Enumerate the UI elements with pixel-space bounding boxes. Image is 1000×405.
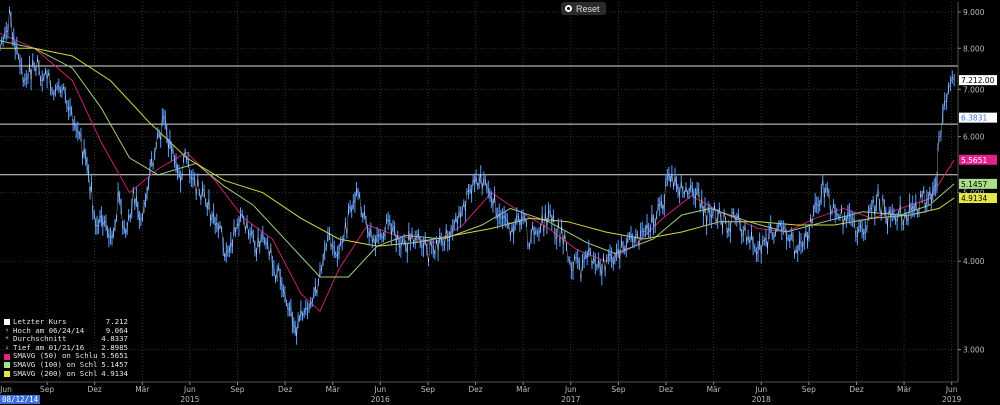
year-label: 2018: [752, 395, 771, 404]
sma-line: [0, 40, 955, 278]
grid-lines: [0, 2, 958, 382]
legend-value: 5.5651: [101, 351, 128, 361]
year-label: 2015: [180, 395, 199, 404]
value-label-box: [959, 112, 997, 123]
legend-label: SMAVG (200) on Schluss: [13, 369, 98, 378]
legend-label: Tief am 01/21/16: [13, 343, 85, 352]
x-tick-label: Dez: [659, 385, 673, 394]
legend-value: 4.9134: [101, 368, 128, 378]
price-line: [0, 9, 955, 336]
year-label: 2016: [371, 395, 390, 404]
legend-value: 7.212: [105, 317, 128, 326]
reset-button[interactable]: Reset: [561, 2, 606, 15]
legend-label: SMAVG (50) on Schluss: [13, 352, 99, 361]
x-tick-label: Dez: [278, 385, 292, 394]
reset-button-label: Reset: [576, 3, 600, 14]
sma-line: [0, 32, 955, 313]
value-label-text: 4.9134: [961, 194, 987, 203]
legend-value: 5.1457: [101, 359, 128, 369]
x-tick-label: Mär: [707, 385, 722, 394]
x-tick-label: Dez: [849, 385, 863, 394]
x-tick-label: Sep: [40, 385, 54, 394]
legend-row: + Durchschnitt 4.8337: [4, 335, 128, 344]
value-label-box: [959, 75, 997, 86]
x-tick-label: Sep: [421, 385, 435, 394]
arrow-up-icon: ↑: [5, 326, 9, 334]
y-tick-label: 7.000: [963, 85, 985, 94]
legend-label: Letzter Kurs: [13, 318, 67, 326]
y-tick-label: 8.000: [963, 44, 985, 53]
right-value-labels: 7.212.00 6.3831 5.5651 5.1457 4.9134: [959, 75, 997, 204]
year-label: 2019: [942, 395, 961, 404]
legend-row: SMAVG (200) on Schluss4.9134: [4, 368, 128, 379]
legend-swatch-icon: [4, 370, 10, 377]
value-label-text: 6.3831: [961, 114, 987, 123]
reset-icon: [565, 5, 572, 12]
x-tick-label: Jun: [564, 385, 577, 394]
legend-label: Hoch am 06/24/14: [13, 326, 85, 335]
horizontal-levels: [0, 65, 958, 176]
y-tick-label: 4.000: [963, 257, 985, 266]
cursor-date: 08/12/14: [0, 395, 41, 404]
plus-icon: +: [5, 335, 9, 343]
legend-value: 2.8985: [101, 342, 128, 352]
legend-row: ↓ Tief am 01/21/16 2.8985: [4, 342, 128, 353]
legend-label: SMAVG (100) on Schluss: [13, 360, 98, 369]
x-tick-label: Mär: [135, 385, 150, 394]
legend: Letzter Kurs 7.212 ↑ Hoch am 06/24/14 9.064 +…: [4, 317, 128, 379]
x-tick-label: Sep: [230, 385, 244, 394]
price-bars: [0, 6, 955, 345]
x-tick-label: Sep: [802, 385, 816, 394]
x-tick-label: Jun: [373, 385, 386, 394]
legend-row: ↑ Hoch am 06/24/14 9.064: [4, 325, 128, 336]
x-tick-label: Mär: [326, 385, 341, 394]
value-label-text: 7.212.00: [961, 76, 995, 85]
x-tick-label: Mär: [516, 385, 531, 394]
value-label-text: 5.5651: [961, 156, 987, 165]
price-series: [0, 6, 955, 345]
y-tick-label: 3.000: [963, 346, 985, 355]
moving-averages: [0, 32, 955, 313]
legend-value: 9.064: [105, 325, 128, 335]
x-tick-label: Dez: [468, 385, 482, 394]
legend-value: 4.8337: [101, 334, 128, 344]
y-tick-label: 9.000: [963, 8, 985, 17]
x-tick-label: Jun: [754, 385, 767, 394]
x-tick-label: Jun: [945, 385, 958, 394]
value-label-text: 5.1457: [961, 180, 987, 189]
x-tick-label: Jun: [0, 385, 12, 394]
value-label-box: [959, 154, 997, 165]
legend-row: SMAVG (50) on Schluss 5.5651: [4, 352, 128, 361]
x-tick-label: Mär: [897, 385, 912, 394]
value-label-box: [959, 193, 997, 204]
x-tick-label: Dez: [87, 385, 101, 394]
value-label-box: [959, 178, 997, 189]
arrow-down-icon: ↓: [5, 343, 9, 351]
legend-swatch-icon: [4, 319, 10, 326]
x-tick-label: Sep: [611, 385, 625, 394]
x-tick-label: Jun: [183, 385, 196, 394]
legend-row: Letzter Kurs 7.212: [4, 317, 128, 327]
legend-swatch-icon: [4, 353, 10, 360]
legend-label: Durchschnitt: [13, 335, 67, 344]
year-label: 2017: [561, 395, 580, 404]
x-axis: Jun Sep Dez Mär Jun Sep Dez Mär Jun Sep Dez Mär Jun S…: [0, 381, 961, 404]
y-tick-label: 6.000: [963, 133, 985, 142]
legend-swatch-icon: [4, 362, 10, 369]
